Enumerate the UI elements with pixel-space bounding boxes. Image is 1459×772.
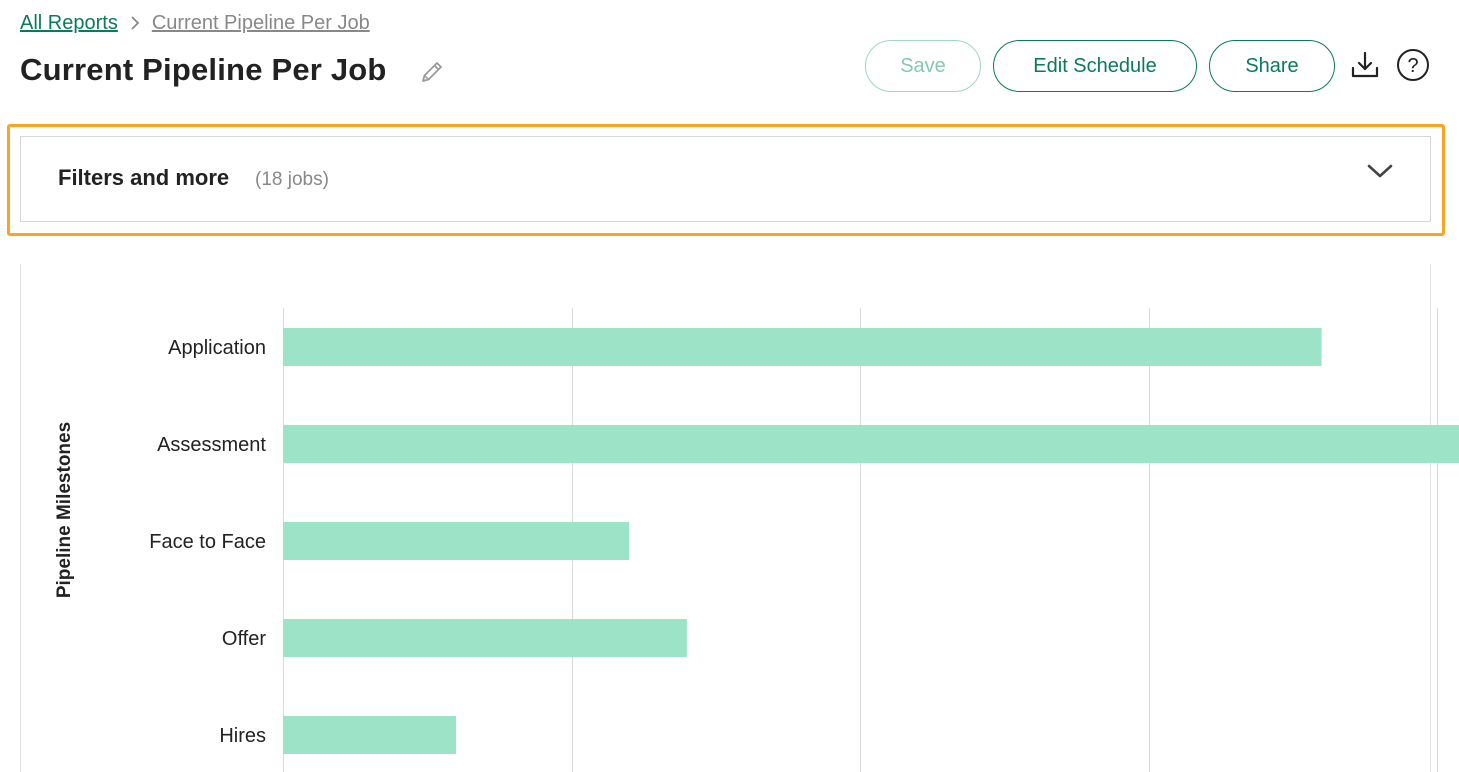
bar-3 xyxy=(283,619,687,657)
category-label-1: Assessment xyxy=(157,434,266,456)
bar-1 xyxy=(283,425,1459,463)
breadcrumb-all-reports-link[interactable]: All Reports xyxy=(20,11,118,34)
page-title: Current Pipeline Per Job xyxy=(20,52,387,87)
pipeline-chart: Application Assessment Face to Face Offer Hi… xyxy=(0,260,1459,772)
share-button[interactable]: Share xyxy=(1209,40,1335,92)
svg-text:?: ? xyxy=(1407,55,1418,77)
breadcrumb: All Reports Current Pipeline Per Job xyxy=(20,10,370,36)
bar-2 xyxy=(283,522,630,560)
bar-0 xyxy=(283,328,1322,366)
chevron-right-icon xyxy=(130,16,140,30)
bar-chart: Application Assessment Face to Face Offer Hi… xyxy=(20,264,1459,772)
filters-job-count: (18 jobs) xyxy=(255,169,329,190)
filters-title: Filters and more xyxy=(58,165,230,190)
category-label-0: Application xyxy=(168,337,266,359)
category-label-4: Hires xyxy=(219,725,266,747)
save-button[interactable]: Save xyxy=(865,40,981,92)
edit-schedule-button[interactable]: Edit Schedule xyxy=(993,40,1197,92)
y-axis-title: Pipeline Milestones xyxy=(54,421,75,599)
download-icon[interactable] xyxy=(1348,48,1382,82)
bar-4 xyxy=(283,716,457,754)
highlight-frame xyxy=(7,124,1445,236)
pencil-icon[interactable] xyxy=(418,58,446,86)
category-label-3: Offer xyxy=(222,628,266,650)
filters-panel[interactable]: Filters and more (18 jobs) xyxy=(20,136,1431,222)
category-label-2: Face to Face xyxy=(149,531,266,553)
help-icon[interactable]: ? xyxy=(1396,48,1430,82)
breadcrumb-current-report-link[interactable]: Current Pipeline Per Job xyxy=(151,11,370,34)
chevron-down-icon[interactable] xyxy=(1365,161,1395,183)
